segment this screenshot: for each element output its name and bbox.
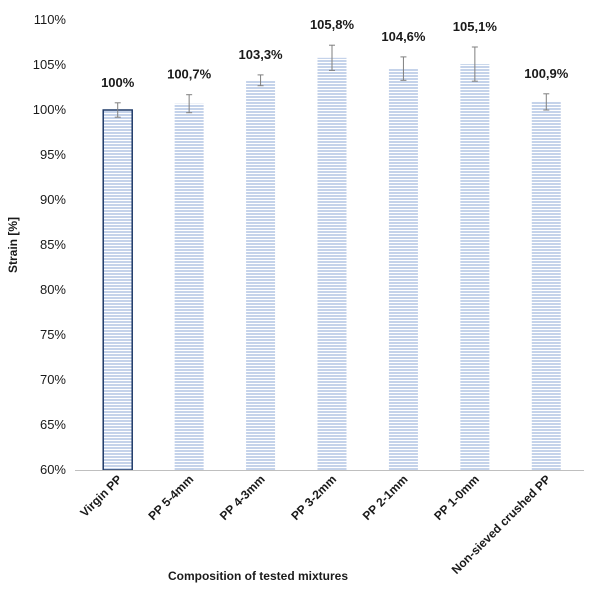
- error-bar: [186, 94, 193, 114]
- data-label: 103,3%: [239, 47, 284, 62]
- bar: [460, 64, 490, 470]
- error-bar: [257, 74, 264, 87]
- y-tick-label: 100%: [33, 102, 67, 117]
- error-bar: [329, 44, 335, 71]
- bar: [388, 68, 418, 470]
- error-bar: [400, 56, 407, 81]
- y-axis-ticks: 60% 65% 70% 75% 80% 85% 90% 95% 100% 105% 110%: [33, 12, 67, 477]
- x-category-label: PP 4-3mm: [217, 472, 268, 523]
- y-tick-label: 110%: [34, 12, 67, 27]
- bar: [102, 109, 133, 471]
- y-tick-label: 75%: [40, 327, 66, 342]
- error-bars-group: [114, 44, 550, 118]
- data-label: 100,9%: [524, 66, 569, 81]
- x-axis-title: Composition of tested mixtures: [168, 569, 348, 583]
- bar: [174, 103, 204, 470]
- y-tick-label: 95%: [40, 147, 66, 162]
- bars-group: [102, 57, 561, 471]
- y-tick-label: 80%: [40, 282, 66, 297]
- bar: [317, 57, 347, 471]
- y-tick-label: 85%: [40, 237, 66, 252]
- x-axis-category-labels: Virgin PP PP 5-4mm PP 4-3mm PP 3-2mm PP 2-1m…: [77, 472, 553, 577]
- bar: [531, 101, 561, 471]
- x-category-label: PP 2-1mm: [360, 472, 411, 523]
- y-tick-label: 105%: [33, 57, 67, 72]
- y-axis-title: Strain [%]: [6, 217, 20, 273]
- x-category-label: PP 5-4mm: [145, 472, 196, 523]
- data-label: 105,1%: [453, 19, 498, 34]
- y-tick-label: 70%: [40, 372, 66, 387]
- data-label: 105,8%: [310, 17, 355, 32]
- x-category-label: PP 3-2mm: [288, 472, 339, 523]
- data-label: 104,6%: [381, 29, 426, 44]
- y-tick-label: 90%: [40, 192, 66, 207]
- data-label: 100%: [101, 75, 135, 90]
- error-bar: [543, 93, 550, 111]
- y-tick-label: 60%: [40, 462, 66, 477]
- x-category-label: Virgin PP: [77, 472, 124, 519]
- data-labels-group: 100% 100,7% 103,3% 105,8% 104,6% 105,1% 100,9%: [101, 17, 569, 90]
- y-tick-label: 65%: [40, 417, 66, 432]
- x-category-label: PP 1-0mm: [431, 472, 482, 523]
- bar: [246, 80, 276, 471]
- error-bar: [114, 102, 121, 118]
- error-bar: [471, 46, 478, 82]
- data-label: 100,7%: [167, 67, 212, 82]
